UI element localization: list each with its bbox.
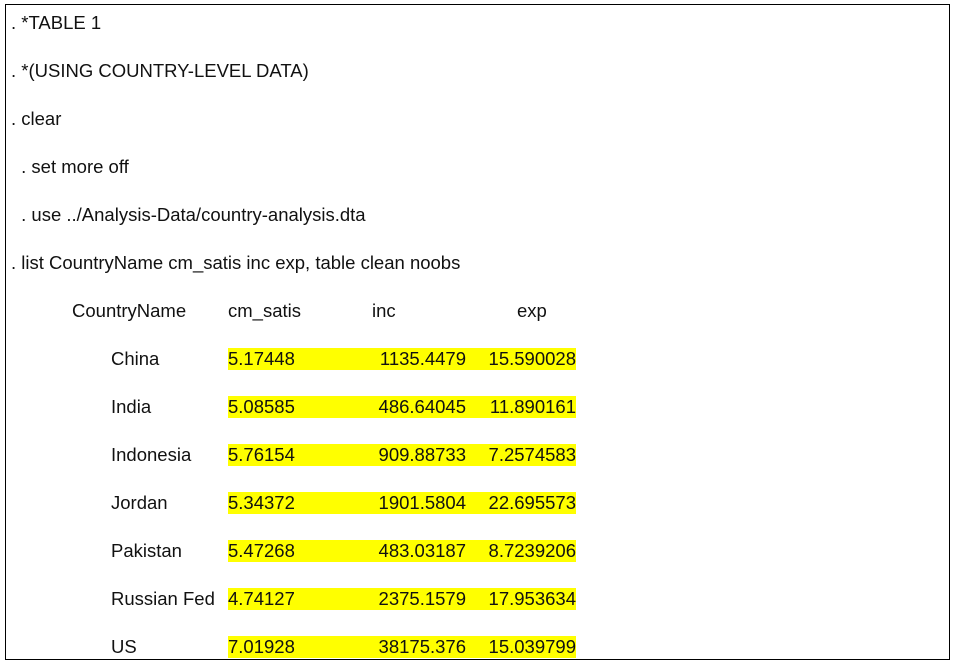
inc-value: 1135.4479	[379, 348, 466, 369]
country-name: Indonesia	[111, 444, 192, 465]
table-row: India 5.08585 486.64045 11.890161	[0, 393, 957, 423]
cm-satis-value: 7.01928	[228, 636, 295, 657]
command-line-3: . clear	[11, 108, 62, 129]
country-name: Jordan	[111, 492, 168, 513]
cm-satis-value: 4.74127	[228, 588, 295, 609]
command-line-5: . use ../Analysis-Data/country-analysis.…	[16, 204, 366, 225]
cm-satis-value: 5.08585	[228, 396, 295, 417]
row-highlight	[228, 636, 576, 658]
country-name: Russian Fed	[111, 588, 215, 609]
country-name: US	[111, 636, 137, 657]
table-row: Pakistan 5.47268 483.03187 8.7239206	[0, 537, 957, 567]
row-highlight	[228, 588, 576, 610]
table-row: Indonesia 5.76154 909.88733 7.2574583	[0, 441, 957, 471]
command-line-2: . *(USING COUNTRY-LEVEL DATA)	[11, 60, 309, 81]
cm-satis-value: 5.17448	[228, 348, 295, 369]
inc-value: 1901.5804	[378, 492, 466, 513]
row-highlight	[228, 348, 576, 370]
country-name: China	[111, 348, 160, 369]
table-row: China 5.17448 1135.4479 15.590028	[0, 345, 957, 375]
inc-value: 483.03187	[378, 540, 466, 561]
exp-value: 11.890161	[489, 396, 576, 417]
row-highlight	[228, 444, 576, 466]
exp-value: 7.2574583	[488, 444, 576, 465]
table-row: Russian Fed 4.74127 2375.1579 17.953634	[0, 585, 957, 615]
table-row: US 7.01928 38175.376 15.039799	[0, 633, 957, 663]
command-line-4: . set more off	[16, 156, 129, 177]
header-countryname: CountryName	[72, 300, 187, 321]
exp-value: 15.590028	[488, 348, 576, 369]
country-name: India	[111, 396, 152, 417]
exp-value: 15.039799	[488, 636, 576, 657]
header-cm-satis: cm_satis	[228, 300, 301, 321]
inc-value: 486.64045	[378, 396, 466, 417]
document-frame	[5, 4, 950, 660]
inc-value: 38175.376	[378, 636, 466, 657]
command-line-6: . list CountryName cm_satis inc exp, tab…	[11, 252, 461, 273]
row-highlight	[228, 492, 576, 514]
cm-satis-value: 5.47268	[228, 540, 295, 561]
command-line-1: . *TABLE 1	[11, 12, 102, 33]
country-name: Pakistan	[111, 540, 182, 561]
cm-satis-value: 5.34372	[228, 492, 295, 513]
row-highlight	[228, 396, 576, 418]
inc-value: 909.88733	[378, 444, 466, 465]
inc-value: 2375.1579	[378, 588, 466, 609]
exp-value: 17.953634	[488, 588, 576, 609]
table-row: Jordan 5.34372 1901.5804 22.695573	[0, 489, 957, 519]
row-highlight	[228, 540, 576, 562]
exp-value: 8.7239206	[488, 540, 576, 561]
exp-value: 22.695573	[488, 492, 576, 513]
header-inc: inc	[372, 300, 396, 321]
header-exp: exp	[517, 300, 547, 321]
cm-satis-value: 5.76154	[228, 444, 295, 465]
